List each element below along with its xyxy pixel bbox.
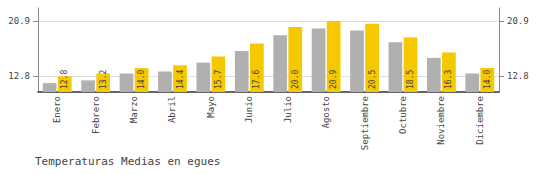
svg-text:Mayo: Mayo (206, 96, 216, 118)
svg-text:14.0: 14.0 (137, 70, 146, 89)
svg-text:20.9: 20.9 (8, 16, 30, 26)
svg-text:20.9: 20.9 (507, 16, 529, 26)
svg-text:Abril: Abril (167, 96, 177, 123)
svg-text:12.8: 12.8 (60, 70, 69, 89)
svg-text:Enero: Enero (52, 96, 62, 123)
svg-text:14.0: 14.0 (483, 70, 492, 89)
svg-text:Agosto: Agosto (321, 96, 331, 129)
svg-text:20.5: 20.5 (368, 70, 377, 89)
svg-text:Febrero: Febrero (91, 96, 101, 134)
svg-text:20.9: 20.9 (329, 70, 338, 89)
svg-text:Septiembre: Septiembre (360, 96, 370, 150)
svg-text:20.0: 20.0 (291, 70, 300, 89)
svg-text:12.8: 12.8 (8, 71, 30, 81)
svg-text:Julio: Julio (283, 96, 293, 123)
svg-text:18.5: 18.5 (406, 70, 415, 89)
svg-text:12.8: 12.8 (507, 71, 529, 81)
svg-text:15.7: 15.7 (214, 70, 223, 89)
svg-text:Octubre: Octubre (398, 96, 408, 134)
svg-text:13.2: 13.2 (99, 70, 108, 89)
svg-text:Temperaturas Medias en egues: Temperaturas Medias en egues (35, 155, 220, 168)
svg-text:16.3: 16.3 (444, 70, 453, 89)
svg-text:Noviembre: Noviembre (436, 96, 446, 145)
svg-text:17.6: 17.6 (252, 70, 261, 89)
svg-text:Diciembre: Diciembre (475, 96, 485, 145)
svg-text:Marzo: Marzo (129, 96, 139, 123)
svg-text:14.4: 14.4 (176, 70, 185, 89)
svg-text:Junio: Junio (244, 96, 254, 123)
